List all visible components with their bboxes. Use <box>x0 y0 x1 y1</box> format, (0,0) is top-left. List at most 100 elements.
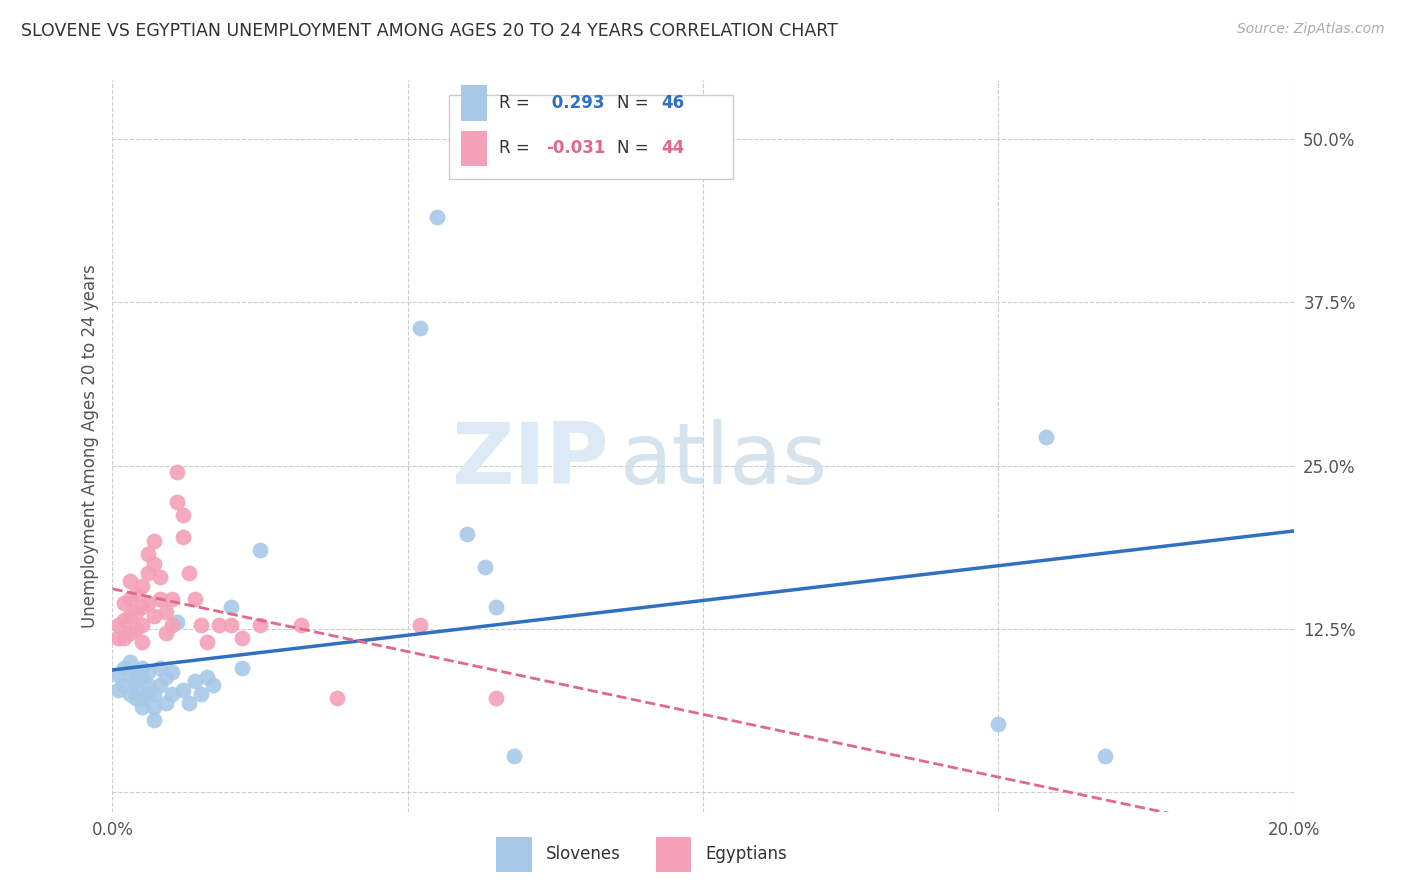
Point <box>125 683 148 698</box>
Point <box>142 700 165 714</box>
Point <box>179 566 201 580</box>
Text: 0.293: 0.293 <box>546 94 605 112</box>
Point <box>190 687 212 701</box>
Point <box>120 655 142 669</box>
Point <box>426 211 449 225</box>
Text: Egyptians: Egyptians <box>706 845 787 863</box>
Point <box>149 678 172 692</box>
Point <box>326 691 349 706</box>
Point <box>120 608 142 623</box>
Point <box>131 691 153 706</box>
Point <box>1094 748 1116 763</box>
Point <box>107 618 129 632</box>
Point <box>136 548 159 562</box>
Point <box>485 691 508 706</box>
Point <box>987 717 1010 731</box>
Point <box>120 670 142 684</box>
Text: N =: N = <box>617 94 654 112</box>
Point <box>136 566 159 580</box>
Point <box>125 674 148 689</box>
Point <box>125 605 148 619</box>
Point <box>131 579 153 593</box>
Point <box>142 557 165 571</box>
Point <box>172 508 194 523</box>
Point <box>125 586 148 600</box>
Text: N =: N = <box>617 139 654 157</box>
Point <box>201 678 224 692</box>
Point <box>131 618 153 632</box>
Point <box>155 605 177 619</box>
Point <box>136 678 159 692</box>
Text: 46: 46 <box>662 94 685 112</box>
Point <box>125 665 148 679</box>
Point <box>179 696 201 710</box>
Point <box>136 665 159 679</box>
FancyBboxPatch shape <box>655 837 692 871</box>
Text: Source: ZipAtlas.com: Source: ZipAtlas.com <box>1237 22 1385 37</box>
Y-axis label: Unemployment Among Ages 20 to 24 years: Unemployment Among Ages 20 to 24 years <box>80 264 98 628</box>
Point <box>408 618 430 632</box>
Text: R =: R = <box>499 94 534 112</box>
Point <box>195 670 218 684</box>
Point <box>184 674 207 689</box>
Point <box>131 670 153 684</box>
Text: R =: R = <box>499 139 534 157</box>
Point <box>107 667 129 681</box>
Point <box>125 622 148 636</box>
Point <box>142 534 165 549</box>
Text: ZIP: ZIP <box>451 419 609 502</box>
Point <box>166 495 188 509</box>
Point <box>112 631 135 645</box>
Point <box>166 465 188 479</box>
Point <box>149 591 172 606</box>
Text: atlas: atlas <box>620 419 828 502</box>
Point <box>208 618 231 632</box>
Point <box>160 687 183 701</box>
Point <box>155 625 177 640</box>
FancyBboxPatch shape <box>461 86 486 120</box>
Point <box>190 618 212 632</box>
Point <box>131 661 153 675</box>
Point <box>160 618 183 632</box>
Point <box>184 591 207 606</box>
Point <box>290 618 312 632</box>
Point <box>142 714 165 728</box>
Text: Slovenes: Slovenes <box>546 845 621 863</box>
FancyBboxPatch shape <box>496 837 531 871</box>
Text: -0.031: -0.031 <box>546 139 606 157</box>
Point <box>160 665 183 679</box>
Point <box>408 321 430 335</box>
Point <box>1035 430 1057 444</box>
Point <box>112 678 135 692</box>
Point <box>166 615 188 630</box>
Point <box>474 560 496 574</box>
Point <box>120 625 142 640</box>
Point <box>112 661 135 675</box>
Point <box>172 683 194 698</box>
Point <box>149 661 172 675</box>
Point <box>112 596 135 610</box>
Point <box>131 599 153 614</box>
FancyBboxPatch shape <box>449 95 733 179</box>
FancyBboxPatch shape <box>461 131 486 166</box>
Point <box>155 670 177 684</box>
Point <box>503 748 526 763</box>
Point <box>107 631 129 645</box>
Point <box>107 683 129 698</box>
Text: SLOVENE VS EGYPTIAN UNEMPLOYMENT AMONG AGES 20 TO 24 YEARS CORRELATION CHART: SLOVENE VS EGYPTIAN UNEMPLOYMENT AMONG A… <box>21 22 838 40</box>
Point <box>219 618 242 632</box>
Point <box>219 599 242 614</box>
Point <box>249 618 271 632</box>
Point <box>172 530 194 544</box>
Point <box>120 574 142 588</box>
Point <box>160 591 183 606</box>
Point <box>112 613 135 627</box>
Text: 44: 44 <box>662 139 685 157</box>
Point <box>456 526 478 541</box>
Point <box>131 635 153 649</box>
Point <box>195 635 218 649</box>
Point <box>249 543 271 558</box>
Point <box>136 596 159 610</box>
Point <box>485 599 508 614</box>
Point <box>120 687 142 701</box>
